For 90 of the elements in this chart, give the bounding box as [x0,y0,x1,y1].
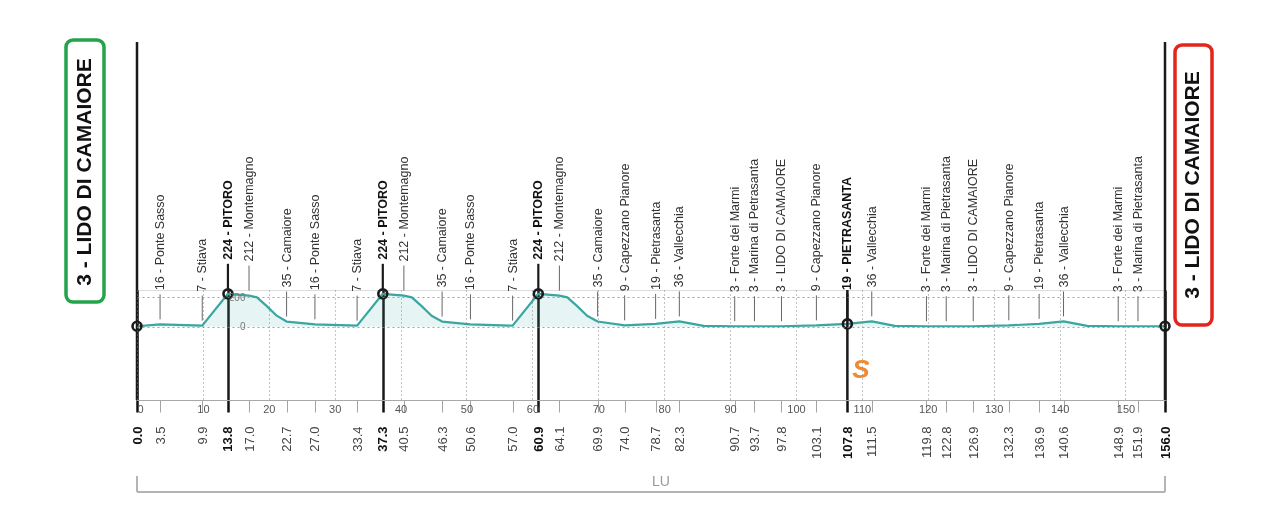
x-tick-label: 40 [394,402,408,415]
point [377,288,389,300]
annotation: 3 - LIDO DI CAMAIORE [774,158,789,293]
annotation: 3 - Marina di Petrasanta [747,158,762,293]
annotation: 3 - Forte dei Marmi [919,186,934,293]
x2-tick-label: 13.8 [220,426,236,452]
x2-tick-label: 27.0 [307,426,323,452]
x-tick-label: 80 [658,402,671,415]
annotation: 36 - Vallecchia [672,206,687,288]
x-tick-label: 90 [724,402,737,415]
x2-tick-label: 57.0 [505,426,521,452]
x2-tick-label: 69.9 [590,426,606,452]
x2-tick-label: 60.9 [530,426,546,452]
annotation: 16 - Ponte Sasso [153,194,168,291]
annotation: 3 - Marina di Pietrasanta [1130,156,1145,293]
x2-tick-label: 119.8 [918,426,934,459]
x2-tick-label: 46.3 [434,426,450,452]
x2-tick-label: 126.9 [965,426,981,460]
x2-tick-label: 78.7 [648,426,664,452]
x2-tick-label: 93.7 [746,426,762,452]
x-tick-label: 50 [460,402,474,415]
x-tick-label: 70 [592,402,605,415]
x2-tick-label: 151.9 [1130,426,1146,460]
x2-tick-label: 17.0 [241,426,257,452]
x-tick-label: 10 [197,402,210,415]
annotation: 3 - Forte dei Marmi [1111,186,1126,293]
x2-tick-label: 82.3 [671,426,687,452]
ref-line-label: S [852,354,871,384]
annotation: 224 - PITORO [531,179,546,260]
x2-tick-label: 50.6 [462,426,478,452]
x-tick-label: 120 [919,402,938,415]
point [532,288,545,300]
x2-tick-label: 156.0 [1157,426,1173,460]
x-tick-label: 0 [137,402,144,415]
annotation: 16 - Ponte Sasso [463,194,478,291]
x-tick-label: 110 [853,402,872,415]
annotation: 35 - Camaiore [279,208,294,288]
point [841,318,854,330]
text: 3 - LIDO DI CAMAIORE [1180,71,1203,299]
annotation: 3 - Marina di Pietrasanta [939,156,954,293]
x-tick-label: 20 [263,402,276,415]
annotation: 9 - Capezzano Pianore [617,163,632,292]
annotation: 16 - Ponte Sasso [307,194,322,291]
annotation: 9 - Capezzano Pianore [1001,163,1016,292]
annotation: 9 - Capezzano Pianore [809,163,824,292]
x-tick-label: 150 [1116,402,1136,415]
annotation: 3 - LIDO DI CAMAIORE [966,158,981,293]
x2-tick-label: 37.3 [375,426,391,452]
annotation: 36 - Vallecchia [864,206,879,288]
annotation: 7 - Stiava [195,238,210,292]
annotation: 224 - PITORO [375,179,390,260]
x2-tick-label: 107.8 [839,426,855,460]
x2-tick-label: 148.9 [1110,426,1126,460]
x-tick-label: 130 [984,402,1004,415]
x-tick-label: 100 [787,402,806,415]
annotation: 212 - Montemagno [242,156,257,262]
x2-tick-label: 97.8 [773,426,789,452]
text: LU [652,473,670,489]
point [131,320,143,332]
x2-tick-label: 33.4 [349,426,365,452]
x2-tick-label: 9.9 [194,426,210,445]
x2-tick-label: 90.7 [727,426,743,452]
x2-tick-label: 74.0 [617,426,633,452]
annotation: 19 - Pietrasanta [648,201,663,290]
x2-tick-label: 140.6 [1056,426,1072,460]
annotation: 3 - Forte dei Marmi [727,186,742,293]
x2-tick-label: 122.8 [938,426,954,460]
x2-tick-label: 40.5 [396,426,412,452]
text: 3 - LIDO DI CAMAIORE [72,58,95,286]
annotation: 35 - Camaiore [435,208,450,288]
x2-tick-label: 0.0 [129,426,145,445]
x-tick-label: 140 [1050,402,1070,415]
annotation: 7 - Stiava [505,238,520,292]
annotation: 7 - Stiava [350,238,365,292]
x2-tick-label: 111.5 [864,426,880,458]
x-tick-label: 30 [329,402,342,415]
annotation: 19 - PIETRASANTA [840,176,855,290]
point [1159,320,1171,332]
x2-tick-label: 22.7 [279,426,295,452]
annotation: 212 - Montemagno [552,156,567,262]
annotation: 212 - Montemagno [396,156,411,262]
x2-tick-label: 132.3 [1001,426,1017,460]
annotation: 224 - PITORO [220,179,235,260]
x2-tick-label: 64.1 [551,426,567,452]
x2-tick-label: 3.5 [152,426,168,445]
annotation: 35 - Camaiore [590,208,605,288]
x2-tick-label: 136.9 [1031,426,1047,460]
annotation: 36 - Vallecchia [1056,206,1071,288]
x2-tick-label: 103.1 [808,426,824,460]
annotation: 19 - Pietrasanta [1032,201,1047,290]
